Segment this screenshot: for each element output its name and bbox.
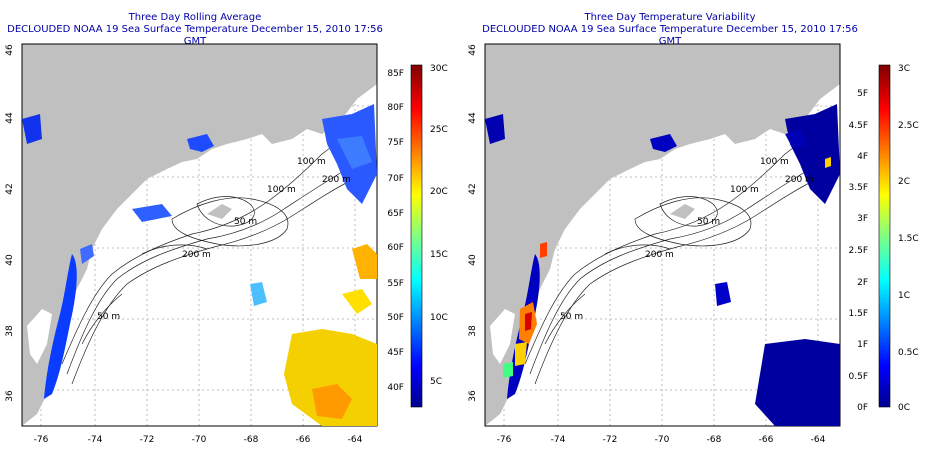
right-lon-72: -72 (603, 435, 618, 445)
right-cb-f-1: 1F (857, 340, 868, 350)
right-variability-patches (485, 104, 840, 426)
right-cb-f-2: 2F (857, 278, 868, 288)
right-lon-64: -64 (811, 435, 826, 445)
right-cb-f-3: 3F (857, 214, 868, 224)
left-map-title-line1: Three Day Rolling Average (128, 12, 262, 23)
right-contour-label-5: 50 m (697, 217, 720, 227)
right-map-title-line1: Three Day Temperature Variability (584, 12, 756, 23)
left-cb-c-30: 30C (430, 64, 448, 74)
left-sst-patches (22, 104, 377, 399)
right-lat-38: 38 (468, 325, 478, 337)
right-cb-f-1-5: 1.5F (849, 309, 869, 319)
right-cb-f-0: 0F (857, 403, 868, 413)
right-cb-c-2: 2C (898, 177, 910, 187)
right-cb-c-2-5: 2.5C (898, 121, 919, 131)
left-lat-46: 46 (5, 44, 15, 56)
left-colorbar: 85F 80F 75F 70F 65F 60F 55F 50F 45F 40F … (387, 64, 448, 408)
left-cb-f-50: 50F (387, 313, 404, 323)
left-lat-42: 42 (5, 183, 15, 194)
left-lon-70: -70 (192, 435, 207, 445)
left-map-title: Three Day Rolling Average DECLOUDED NOAA… (0, 12, 390, 48)
left-cb-f-45: 45F (387, 348, 404, 358)
right-contour-label-1: 100 m (760, 157, 789, 167)
right-cb-f-2-5: 2.5F (849, 246, 869, 256)
left-cb-f-75: 75F (387, 138, 404, 148)
left-cb-f-40: 40F (387, 383, 404, 393)
right-lon-66: -66 (759, 435, 774, 445)
left-cb-c-25: 25C (430, 125, 448, 135)
right-cb-f-4: 4F (857, 152, 868, 162)
right-cb-f-0-5: 0.5F (849, 372, 869, 382)
left-contour-label-6: 50 m (97, 312, 120, 322)
right-cb-c-3: 3C (898, 64, 910, 74)
right-contour-label-6: 50 m (560, 312, 583, 322)
left-cb-c-5: 5C (430, 377, 442, 387)
right-lon-68: -68 (707, 435, 722, 445)
right-contour-label-2: 200 m (645, 250, 674, 260)
left-lon-72: -72 (140, 435, 155, 445)
right-map-title: Three Day Temperature Variability DECLOU… (470, 12, 870, 48)
left-cb-c-20: 20C (430, 187, 448, 197)
left-lon-64: -64 (348, 435, 363, 445)
left-cb-f-55: 55F (387, 279, 404, 289)
left-lon-76: -76 (34, 435, 49, 445)
right-cb-c-1-5: 1.5C (898, 234, 919, 244)
right-lat-40: 40 (468, 254, 478, 266)
left-cb-f-80: 80F (387, 103, 404, 113)
right-cb-c-1: 1C (898, 291, 910, 301)
left-cb-f-65: 65F (387, 209, 404, 219)
left-sst-map: 100 m 200 m 100 m 200 m 50 m 50 m 46 44 … (5, 43, 378, 445)
left-contour-label-1: 100 m (297, 157, 326, 167)
right-variability-map: 100 m 200 m 100 m 200 m 50 m 50 m 46 44 … (468, 43, 841, 445)
right-lon-70: -70 (655, 435, 670, 445)
right-cb-c-0-5: 0.5C (898, 348, 919, 358)
left-cb-f-85: 85F (387, 69, 404, 79)
left-lon-68: -68 (244, 435, 259, 445)
left-cb-c-10: 10C (430, 313, 448, 323)
right-lon-76: -76 (497, 435, 512, 445)
left-cb-f-60: 60F (387, 243, 404, 253)
right-cb-f-3-5: 3.5F (849, 183, 869, 193)
right-lat-44: 44 (468, 112, 478, 124)
right-cb-f-5: 5F (857, 89, 868, 99)
right-lat-46: 46 (468, 44, 478, 56)
left-lon-74: -74 (88, 435, 103, 445)
left-contour-label-3: 100 m (267, 185, 296, 195)
left-contour-label-2: 200 m (182, 250, 211, 260)
right-contour-label-4: 200 m (785, 175, 814, 185)
right-lat-36: 36 (468, 390, 478, 402)
left-cb-c-15: 15C (430, 250, 448, 260)
left-lat-40: 40 (5, 254, 15, 266)
left-lon-66: -66 (296, 435, 311, 445)
left-cb-f-70: 70F (387, 174, 404, 184)
right-map-title-line2: DECLOUDED NOAA 19 Sea Surface Temperatur… (482, 24, 858, 47)
left-lat-36: 36 (5, 390, 15, 402)
left-map-title-line2: DECLOUDED NOAA 19 Sea Surface Temperatur… (7, 24, 383, 47)
right-cb-f-4-5: 4.5F (849, 121, 869, 131)
left-contour-label-4: 200 m (322, 175, 351, 185)
left-lat-44: 44 (5, 112, 15, 124)
right-contour-label-3: 100 m (730, 185, 759, 195)
right-lon-74: -74 (551, 435, 566, 445)
right-colorbar: 5F 4.5F 4F 3.5F 3F 2.5F 2F 1.5F 1F 0.5F … (849, 64, 919, 413)
right-lat-42: 42 (468, 183, 478, 194)
left-warm-patches (284, 244, 377, 426)
right-cb-c-0: 0C (898, 403, 910, 413)
left-contour-label-5: 50 m (234, 217, 257, 227)
left-lat-38: 38 (5, 325, 15, 337)
